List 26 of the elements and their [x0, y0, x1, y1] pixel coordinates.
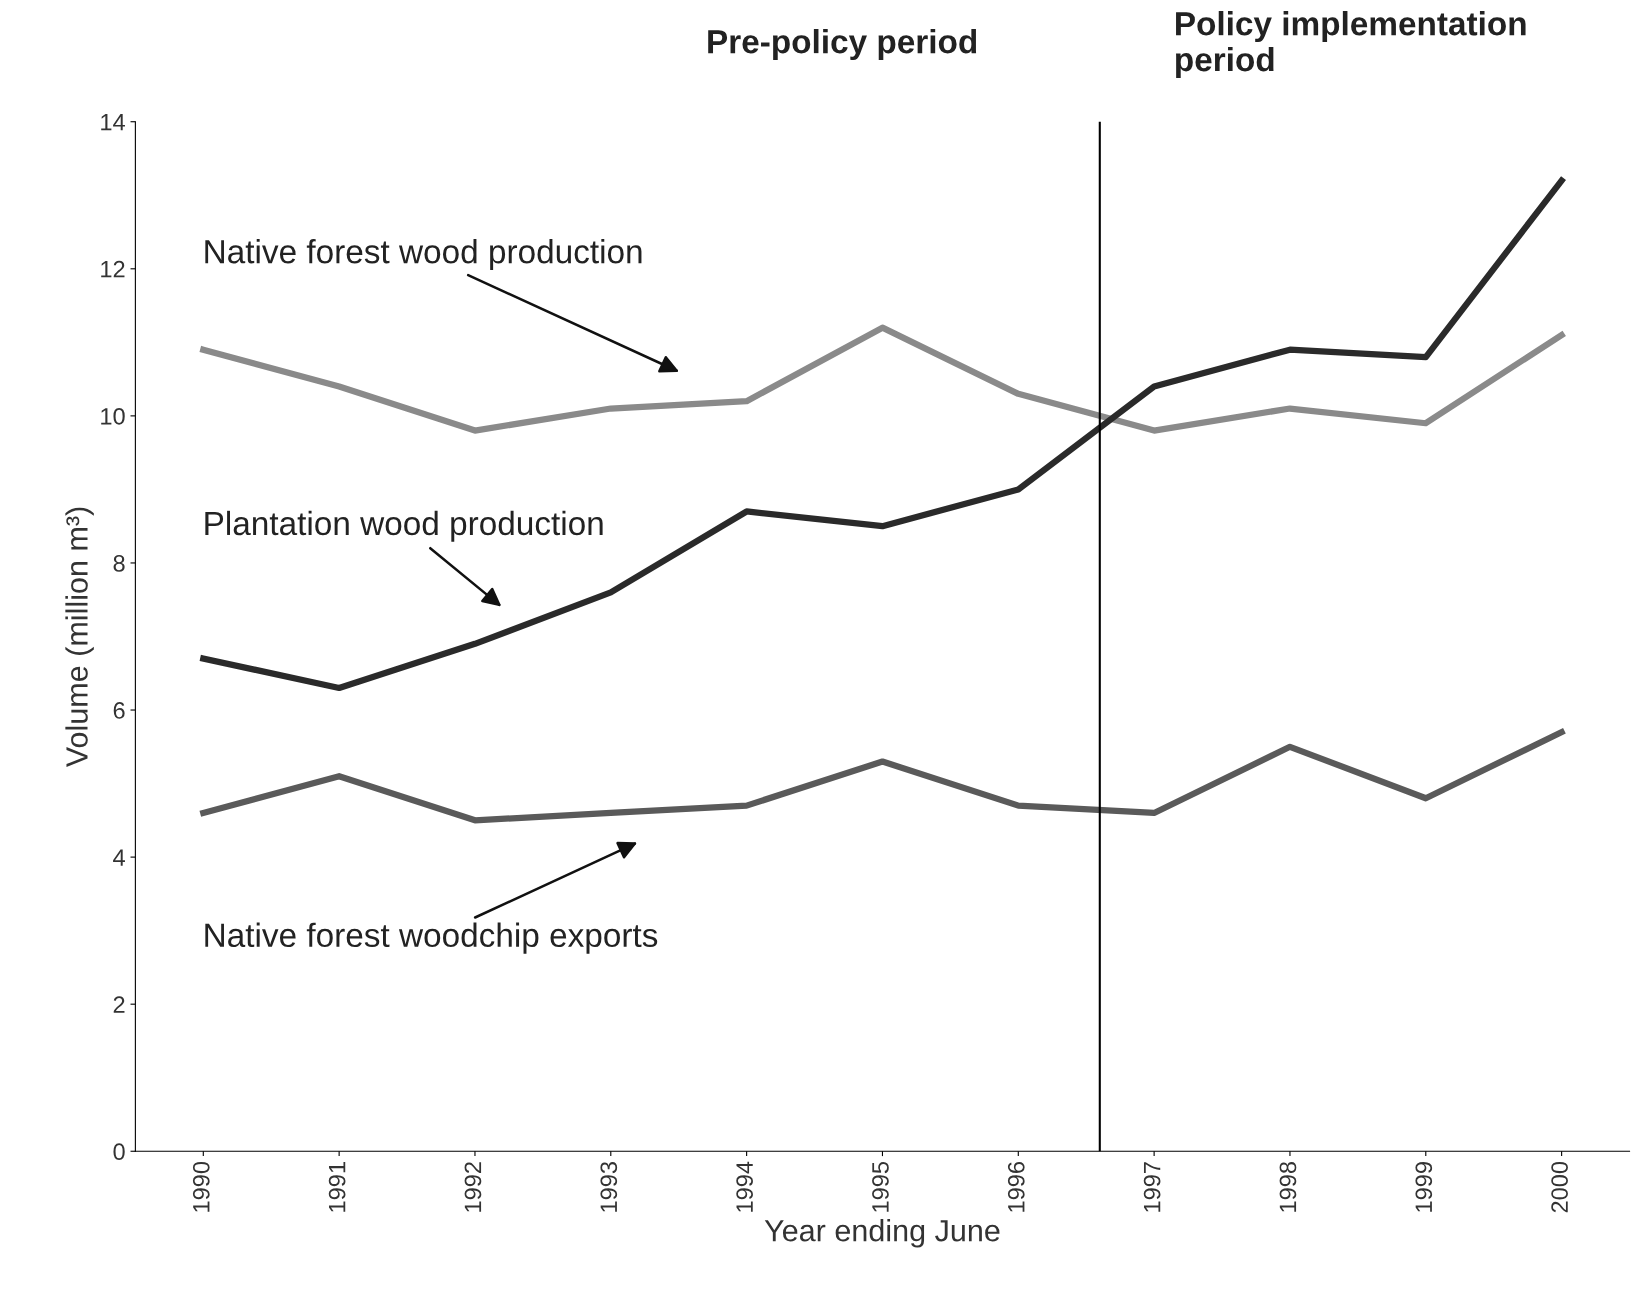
x-tick-label: 1992 — [464, 1162, 482, 1212]
x-tick-label: 1998 — [1279, 1162, 1297, 1212]
x-tick-label: 1995 — [872, 1161, 889, 1212]
x-tick-label: 1990 — [192, 1161, 210, 1212]
x-tick-label: 1991 — [328, 1162, 346, 1212]
y-tick-label: 6 — [113, 702, 125, 719]
y-tick-label: 10 — [101, 407, 125, 425]
y-tick-label: 2 — [113, 996, 125, 1013]
annotation: Native forest wood production — [205, 239, 642, 271]
y-tick-label: 4 — [113, 849, 125, 866]
x-tick-label: 1994 — [736, 1161, 753, 1212]
x-axis-title: Year ending June — [764, 1219, 1000, 1248]
text: Policy implementation period — [1176, 11, 1526, 78]
y-tick-label: 0 — [113, 1143, 125, 1161]
x-tick-label: 1996 — [1007, 1162, 1025, 1212]
y-tick-label: 12 — [101, 260, 125, 278]
x-tick-label: 1993 — [600, 1162, 618, 1212]
annotation: Native forest woodchip exports — [205, 922, 658, 954]
x-tick-label: 1997 — [1143, 1162, 1161, 1212]
x-tick-label: 2000 — [1551, 1161, 1568, 1213]
y-axis-title: Volume (million m³) — [65, 507, 94, 768]
annotation: Plantation wood production — [205, 510, 603, 542]
y-tick-label: 8 — [113, 555, 125, 572]
x-tick-label: 1999 — [1415, 1162, 1433, 1212]
text: Pre-policy period — [708, 28, 977, 61]
y-tick-label: 14 — [101, 114, 125, 131]
